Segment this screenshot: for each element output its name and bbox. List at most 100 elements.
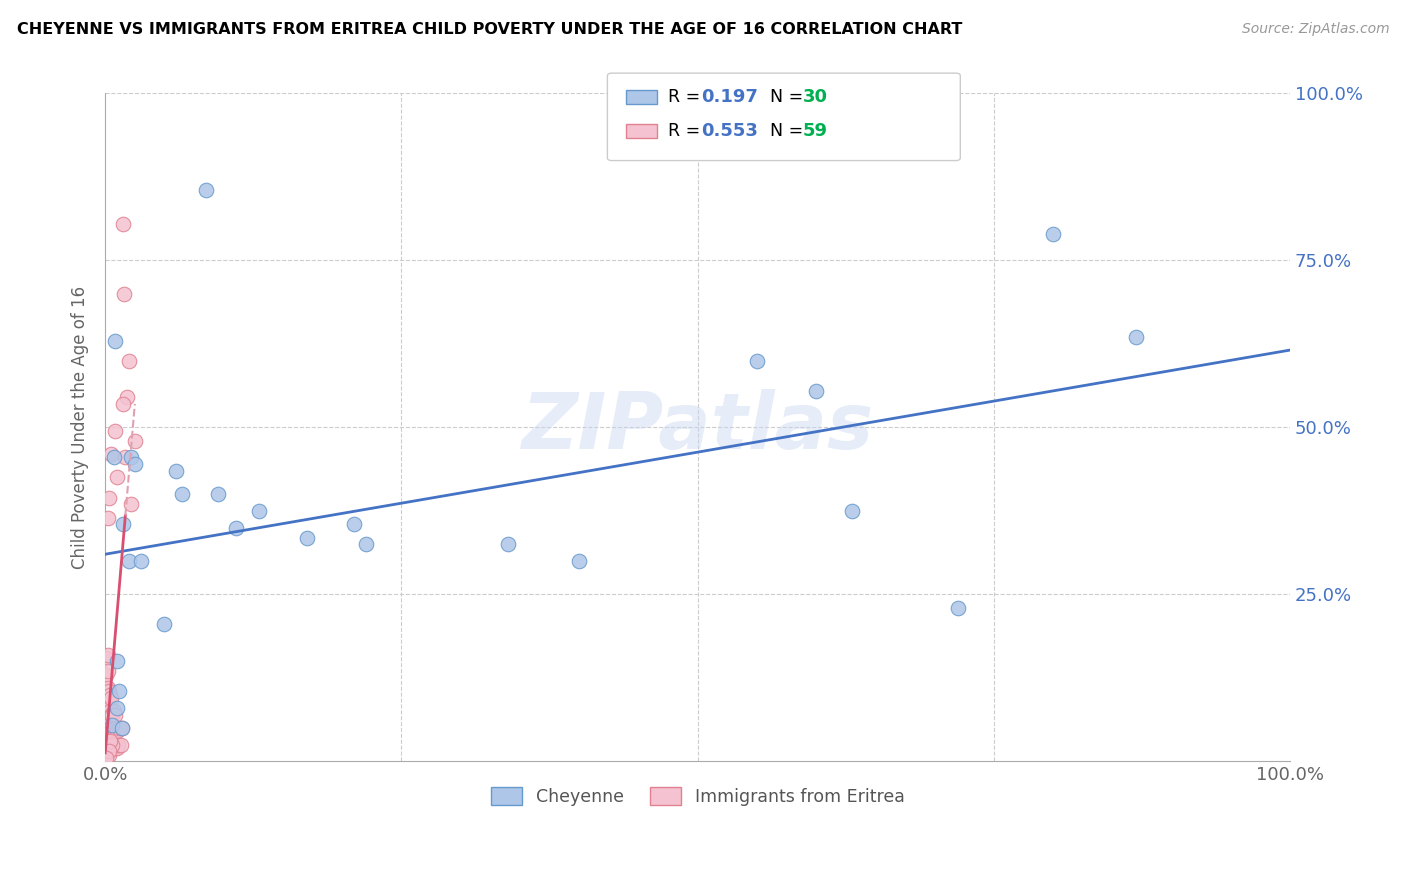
Point [98, 721, 121, 735]
Point [295, 531, 318, 545]
Point [96, 717, 118, 731]
Point [97, 714, 120, 729]
Point [207, 487, 229, 501]
Text: Source: ZipAtlas.com: Source: ZipAtlas.com [1241, 22, 1389, 37]
Point [97, 701, 120, 715]
Point [153, 617, 176, 632]
Point [97, 684, 120, 698]
Point [343, 517, 366, 532]
Point [1125, 330, 1147, 344]
Point [100, 707, 122, 722]
Point [101, 717, 124, 731]
Point [1042, 227, 1064, 241]
Point [101, 738, 124, 752]
Point [96, 738, 118, 752]
Point [105, 470, 128, 484]
Point [114, 450, 136, 465]
Point [97, 681, 120, 695]
Point [110, 738, 132, 752]
Point [98, 738, 121, 752]
Point [97, 744, 120, 758]
Point [104, 741, 127, 756]
Point [111, 217, 134, 231]
Point [745, 353, 768, 368]
Point [120, 497, 142, 511]
Point [124, 434, 146, 448]
Point [129, 554, 152, 568]
Point [496, 537, 519, 551]
Point [107, 738, 129, 752]
Legend: Cheyenne, Immigrants from Eritrea: Cheyenne, Immigrants from Eritrea [484, 780, 911, 813]
Point [225, 520, 247, 534]
Point [108, 721, 131, 735]
Point [97, 648, 120, 662]
Point [108, 684, 131, 698]
Point [100, 447, 122, 461]
Point [96, 684, 118, 698]
Point [804, 384, 827, 398]
Text: 30: 30 [803, 88, 828, 106]
Point [100, 724, 122, 739]
Point [97, 747, 120, 762]
Point [98, 734, 121, 748]
Point [101, 741, 124, 756]
Point [165, 464, 187, 478]
Point [103, 704, 125, 718]
Point [103, 721, 125, 735]
Point [97, 491, 120, 505]
Point [118, 353, 141, 368]
Point [101, 724, 124, 739]
Point [105, 724, 128, 739]
Text: R =: R = [668, 88, 706, 106]
Point [120, 450, 142, 465]
Point [354, 537, 377, 551]
Point [103, 738, 125, 752]
Text: N =: N = [770, 122, 810, 140]
Point [97, 717, 120, 731]
Point [104, 424, 127, 438]
Point [111, 721, 134, 735]
Point [111, 397, 134, 411]
Point [111, 517, 134, 532]
Point [97, 665, 120, 679]
Point [104, 707, 127, 722]
Point [568, 554, 591, 568]
Point [104, 334, 127, 348]
Point [103, 450, 125, 465]
Point [104, 738, 127, 752]
Text: N =: N = [770, 88, 810, 106]
Text: 0.197: 0.197 [702, 88, 758, 106]
Point [104, 721, 127, 735]
Point [118, 554, 141, 568]
Point [247, 504, 270, 518]
Point [97, 734, 120, 748]
Point [194, 183, 217, 197]
Point [105, 741, 128, 756]
Point [841, 504, 863, 518]
Text: 59: 59 [803, 122, 828, 140]
Point [96, 667, 118, 681]
Point [101, 707, 124, 722]
Point [948, 600, 970, 615]
Point [98, 704, 121, 718]
Point [100, 690, 122, 705]
Point [96, 701, 118, 715]
Point [96, 751, 118, 765]
Point [115, 390, 138, 404]
Point [97, 510, 120, 524]
Y-axis label: Child Poverty Under the Age of 16: Child Poverty Under the Age of 16 [72, 285, 89, 569]
Point [98, 688, 121, 702]
Point [96, 651, 118, 665]
Point [105, 654, 128, 668]
Text: R =: R = [668, 122, 706, 140]
Point [100, 741, 122, 756]
Point [124, 457, 146, 471]
Text: 0.553: 0.553 [702, 122, 758, 140]
Point [104, 724, 127, 739]
Text: CHEYENNE VS IMMIGRANTS FROM ERITREA CHILD POVERTY UNDER THE AGE OF 16 CORRELATIO: CHEYENNE VS IMMIGRANTS FROM ERITREA CHIL… [17, 22, 962, 37]
Point [97, 698, 120, 712]
Point [97, 731, 120, 745]
Point [172, 487, 194, 501]
Point [112, 286, 135, 301]
Point [111, 721, 134, 735]
